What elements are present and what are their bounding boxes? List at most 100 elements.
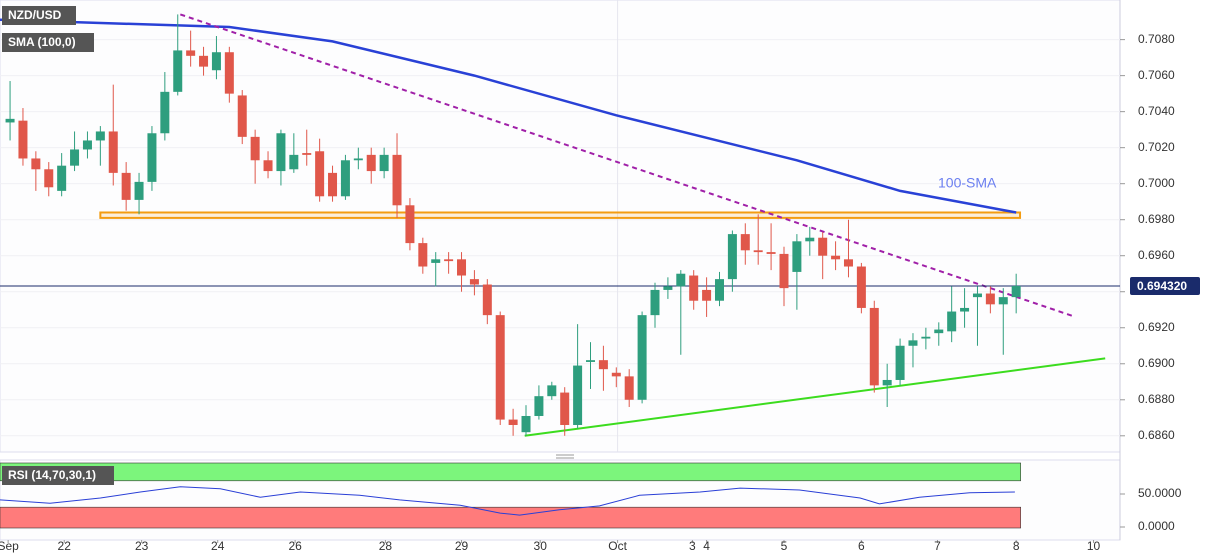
- candle-body: [740, 234, 750, 251]
- y-tick-label: 0.6860: [1138, 428, 1175, 442]
- candle-body: [650, 289, 660, 316]
- y-tick-label: 0.6960: [1138, 248, 1175, 262]
- candle-body: [843, 259, 853, 267]
- y-tick-label: 0.7060: [1138, 68, 1175, 82]
- x-tick-label: 29: [455, 539, 469, 553]
- x-tick-label: 28: [379, 539, 393, 553]
- trend-line: [179, 13, 1076, 318]
- x-tick-label: Sep: [0, 539, 19, 553]
- candle-body: [173, 50, 183, 92]
- candle-body: [831, 255, 841, 260]
- y-tick-label: 0.6920: [1138, 320, 1175, 334]
- candle-body: [57, 165, 67, 191]
- candle-body: [379, 154, 389, 172]
- candle-body: [753, 250, 763, 253]
- candle-body: [521, 415, 531, 433]
- candle-body: [302, 153, 312, 155]
- candle-body: [405, 205, 415, 244]
- candle-body: [18, 120, 28, 159]
- x-tick-label: 24: [211, 539, 225, 553]
- candle-body: [818, 237, 828, 256]
- candle-body: [353, 158, 363, 161]
- candle-body: [44, 169, 54, 188]
- y-tick-label: 0.7020: [1138, 140, 1175, 154]
- resistance-zone: [99, 211, 1022, 219]
- y-tick-label: 0.6980: [1138, 212, 1175, 226]
- candle-body: [598, 360, 608, 370]
- candle-body: [534, 396, 544, 416]
- candle-body: [856, 266, 866, 308]
- candle-body: [805, 237, 815, 242]
- sma-line: [0, 18, 1017, 214]
- legend-rsi: RSI (14,70,30,1): [8, 468, 96, 482]
- candle-body: [508, 419, 518, 425]
- candle-body: [1011, 285, 1021, 298]
- candle-body: [637, 315, 647, 400]
- y-tick-label: 0.6880: [1138, 392, 1175, 406]
- candle-body: [792, 241, 802, 272]
- candle-body: [5, 118, 15, 123]
- x-tick-label: 10: [1087, 539, 1101, 553]
- x-tick-label: Oct: [608, 539, 627, 553]
- rsi-y-tick-label: 0.0000: [1138, 519, 1175, 533]
- legend-box[interactable]: [2, 466, 114, 485]
- rsi-line: [0, 486, 1015, 516]
- legend-box[interactable]: [2, 33, 94, 52]
- candle-body: [985, 293, 995, 305]
- candle-body: [766, 252, 776, 254]
- candle-body: [947, 311, 957, 332]
- candle-body: [82, 140, 92, 150]
- oversold-band: [0, 506, 1021, 529]
- x-tick-label: 7: [934, 539, 941, 553]
- candle-body: [160, 91, 170, 134]
- candle-body: [31, 158, 41, 170]
- candle-body: [211, 52, 221, 71]
- candle-body: [624, 376, 634, 400]
- candle-body: [328, 172, 338, 197]
- candle-body: [276, 133, 286, 172]
- trend-line: [524, 357, 1106, 437]
- candle-body: [418, 243, 428, 267]
- candle-body: [482, 284, 492, 316]
- candle-body: [998, 297, 1008, 305]
- candle-body: [663, 286, 673, 290]
- candle-body: [676, 273, 686, 287]
- y-tick-label: 0.7000: [1138, 176, 1175, 190]
- x-tick-label: 3: [689, 539, 696, 553]
- candle-body: [315, 151, 325, 197]
- candle-body: [547, 385, 557, 397]
- y-tick-label: 0.7080: [1138, 32, 1175, 46]
- candle-body: [457, 259, 467, 276]
- rsi-y-tick-label: 50.0000: [1138, 486, 1182, 500]
- legend-symbol: NZD/USD: [8, 8, 62, 22]
- x-tick-label: 26: [288, 539, 302, 553]
- pane-handle[interactable]: [556, 454, 574, 459]
- candle-body: [469, 279, 479, 285]
- x-tick-label: 30: [534, 539, 548, 553]
- legend-box[interactable]: [2, 6, 76, 25]
- price-panel: [0, 0, 1121, 453]
- candle-body: [908, 340, 918, 346]
- candle-body: [289, 154, 299, 170]
- legend-sma: SMA (100,0): [8, 35, 76, 49]
- candle-body: [95, 131, 105, 141]
- price-tag: [1130, 276, 1200, 295]
- x-tick-label: 6: [858, 539, 865, 553]
- x-tick-label: 5: [781, 539, 788, 553]
- candle-body: [573, 365, 583, 425]
- candle-body: [727, 234, 737, 280]
- candle-body: [147, 133, 157, 182]
- overbought-band: [0, 462, 1021, 482]
- x-tick-label: 4: [703, 539, 710, 553]
- candle-body: [70, 149, 80, 166]
- candle-body: [869, 307, 879, 386]
- sma-label: 100-SMA: [938, 175, 997, 191]
- candle-body: [431, 259, 441, 263]
- price-tag-label: 0.694320: [1137, 279, 1187, 293]
- candle-body: [586, 360, 596, 362]
- candle-body: [340, 160, 350, 197]
- candle-body: [199, 55, 209, 67]
- candle-body: [108, 131, 118, 173]
- candle-body: [611, 372, 621, 377]
